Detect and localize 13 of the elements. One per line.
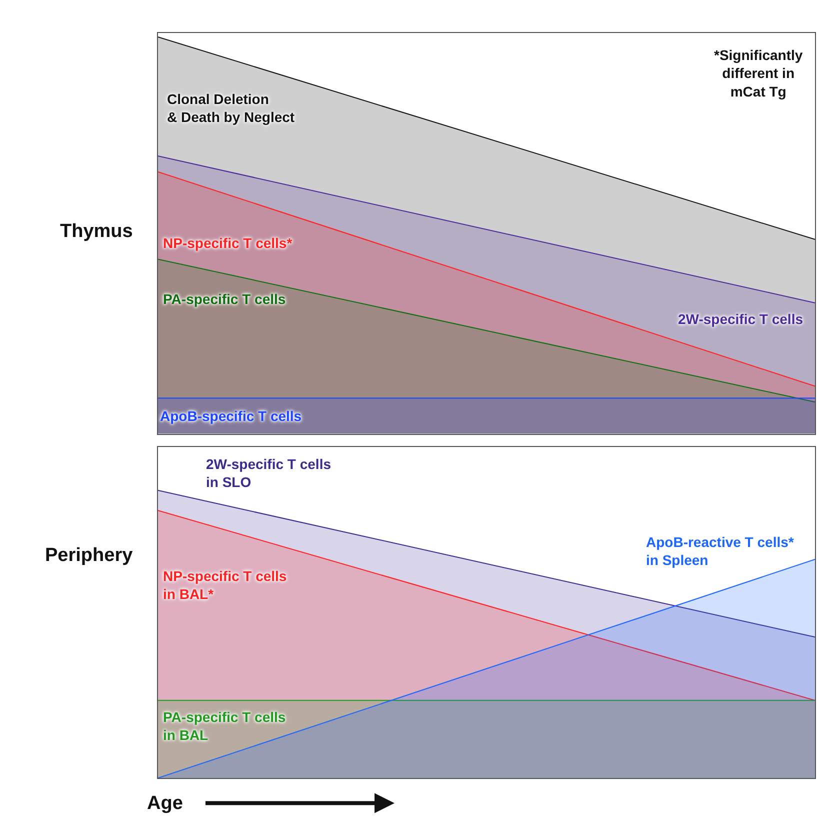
x-axis-title: Age	[147, 793, 183, 814]
series-label: Clonal Deletion & Death by Neglect	[167, 91, 295, 126]
annotation: *Significantly different in mCat Tg	[714, 47, 803, 100]
series-label: PA-specific T cells in BAL	[163, 709, 286, 744]
y-axis-title: Thymus	[60, 221, 133, 242]
series-label: 2W-specific T cells	[678, 311, 804, 327]
series-label: PA-specific T cells	[163, 291, 286, 307]
y-axis-title: Periphery	[45, 545, 134, 566]
series-label: ApoB-reactive T cells* in Spleen	[646, 534, 794, 568]
series-label: NP-specific T cells in BAL*	[163, 568, 287, 602]
series-label: NP-specific T cells*	[163, 235, 293, 251]
series-label: 2W-specific T cells in SLO	[206, 456, 332, 490]
series-label: ApoB-specific T cells	[160, 408, 302, 424]
